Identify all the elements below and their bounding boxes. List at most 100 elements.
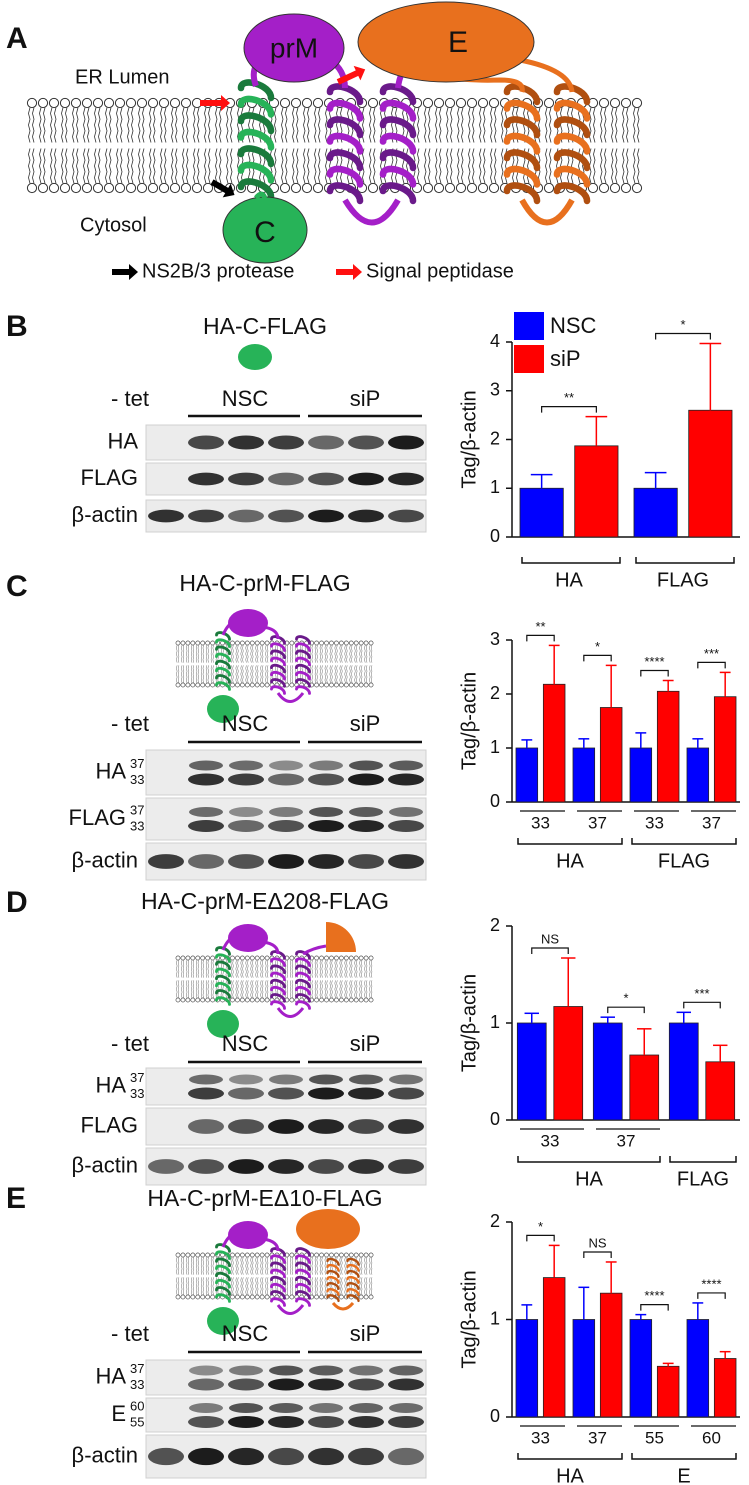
lipid-tail [361,1277,363,1295]
arrow-shape [200,95,230,111]
band [228,1416,264,1428]
lipid-tail [232,1257,234,1275]
lipid-tail [178,960,180,978]
helix-turn [270,663,286,674]
helix-turn [553,116,591,139]
lipid-head [314,640,319,646]
band [188,1119,224,1134]
lipid-head [195,955,201,961]
lipid-tail [260,1277,262,1295]
lipid-tail [181,645,183,663]
lipid-tail [208,107,211,143]
lipid-tail [334,980,336,998]
band [308,1087,344,1100]
lipid-tail [349,980,351,998]
lipid-tail [176,960,178,978]
row-label: FLAG [69,805,126,830]
lipid-tail [245,1257,247,1275]
lipid-head [190,682,196,688]
band [388,1416,424,1428]
bar [592,1022,623,1121]
helix-turn [270,971,286,982]
lipid-head [358,682,364,688]
helix-turn [326,165,364,188]
lipid-head [244,640,250,646]
lipid-head [289,955,295,961]
lipid-tail [72,148,75,184]
significance-bracket [640,1304,669,1311]
lipid-head [477,182,489,194]
lipid-head [334,1252,339,1258]
lipid-head [338,1294,344,1300]
lipid-head [244,997,250,1003]
helix-turn [215,1293,231,1303]
lipid-head [363,640,369,646]
helix-turn [295,950,311,960]
lipid-head [249,640,255,646]
lipid-tail [490,148,493,184]
band [268,1119,304,1134]
lipid-head [334,955,339,961]
band [269,807,303,817]
lipid-head [363,682,369,688]
lipid-tail [299,960,302,978]
lipid-tail [319,1277,321,1295]
lipid-tail [230,107,233,143]
lipid-head [363,955,369,961]
lipid-head [205,1252,211,1258]
lipid-tail [490,107,493,143]
lipid-tail [247,1277,249,1295]
lipid-head [249,1252,255,1258]
lipid-tail [291,645,293,663]
lipid-tail [373,107,376,143]
lipid-tail [307,148,310,184]
lipid-tail [262,1257,264,1275]
helix-turn [270,985,286,996]
lipid-head [210,1294,216,1300]
row-label: FLAG [81,465,138,490]
lipid-tail [366,1257,368,1275]
lipid-head [103,97,115,109]
significance-bracket [526,1234,555,1242]
lipid-tail [435,148,438,184]
lipid-tail [197,960,199,978]
compartment-label: ER Lumen [75,66,170,88]
lipid-head [358,640,364,646]
lipid-tail [366,960,368,978]
lipid-head [230,955,235,961]
lipid-tail [446,107,449,143]
lipid-tail [349,1277,351,1295]
lipid-tail [28,107,31,143]
lipid-tail [200,1277,203,1295]
lipid-tail [331,980,333,998]
helix-turn [295,1247,311,1257]
lipid-tail [149,107,152,143]
lipid-head [235,640,240,646]
lipid-head [191,182,203,194]
lipid-tail [109,148,112,184]
band [268,1416,304,1428]
lipid-tail [232,980,234,998]
lipid-tail [336,645,338,663]
helix-turn [215,967,231,978]
lipid-tail [186,1277,188,1295]
bar [542,683,566,803]
helix-turn [326,1294,340,1303]
lipid-tail [316,1257,318,1275]
lipid-tail [311,1257,313,1275]
lipid-tail [311,960,313,978]
lipid-head [329,955,334,961]
lipid-tail [341,960,343,978]
lipid-tail [417,148,420,184]
lipid-tail [356,980,358,998]
lipid-tail [94,107,97,143]
lipid-tail [250,1257,252,1275]
lipid-head [348,1252,354,1258]
lipid-tail [260,645,262,663]
lipid-tail [461,148,464,184]
band [189,1403,223,1413]
band [389,1074,423,1085]
row-label: HA [107,428,138,453]
significance-bracket [640,669,669,677]
group-label: siP [350,386,381,411]
